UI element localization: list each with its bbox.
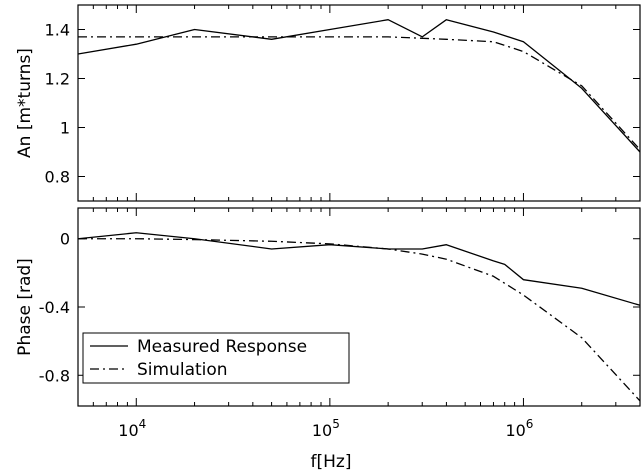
phase-measured-line	[77, 232, 641, 306]
phase-y-axis-label: Phase [rad]	[15, 258, 35, 356]
amplitude-y-tick-label: 1.4	[45, 21, 70, 40]
amplitude-y-tick-label: 1.2	[45, 70, 70, 89]
amplitude-plot-frame	[77, 4, 641, 202]
legend-simulation-label: Simulation	[137, 360, 228, 380]
phase-series	[77, 232, 641, 402]
phase-y-tick-label: 0	[60, 230, 70, 249]
phase-y-tick-label: -0.8	[39, 366, 70, 385]
phase-y-tick-label: -0.4	[39, 298, 70, 317]
amplitude-simulation-line	[78, 36, 641, 150]
legend: Measured Response Simulation	[82, 332, 350, 384]
frequency-x-axis-label: f[Hz]	[311, 452, 352, 472]
amplitude-measured-line	[77, 19, 641, 153]
amplitude-ticks: 0.8 1 1.2 1.4	[45, 5, 641, 201]
amplitude-y-tick-label: 0.8	[45, 168, 70, 187]
amplitude-panel: 0.8 1 1.2 1.4 An [m*turns]	[15, 4, 641, 202]
amplitude-series	[77, 19, 641, 153]
phase-simulation-line	[78, 238, 641, 402]
amplitude-y-tick-label: 1	[60, 119, 70, 138]
legend-box	[82, 332, 350, 384]
amplitude-y-axis-label: An [m*turns]	[15, 48, 35, 158]
legend-measured-label: Measured Response	[137, 337, 307, 357]
